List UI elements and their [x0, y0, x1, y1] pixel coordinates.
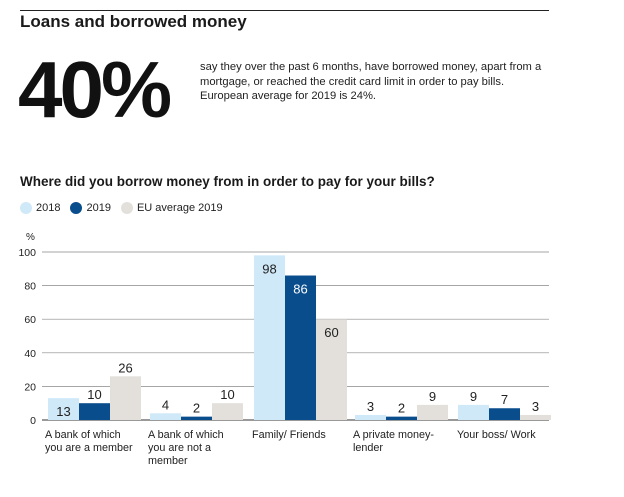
- data-label: 98: [262, 261, 276, 276]
- data-label: 7: [501, 392, 508, 407]
- legend-swatch-2019: [70, 202, 83, 214]
- x-tick-label: A bank of which you are not a member: [148, 429, 224, 467]
- bar-2019: [489, 408, 520, 420]
- legend-label-2018: 2018: [36, 202, 61, 214]
- data-label: 3: [367, 399, 374, 414]
- bar-eu-2019: [212, 403, 243, 420]
- bar-eu-2019: [110, 376, 141, 420]
- data-label: 10: [87, 387, 101, 402]
- y-tick-label: 20: [24, 381, 36, 393]
- legend-label-eu: EU average 2019: [136, 202, 223, 214]
- legend-swatch-eu: [120, 202, 133, 214]
- legend-item-eu: EU average 2019: [120, 202, 223, 214]
- bar-eu-2019: [316, 319, 347, 420]
- data-label: 9: [470, 389, 477, 404]
- data-label: 26: [118, 360, 132, 375]
- bar-2018: [48, 398, 79, 420]
- bar-2019: [79, 403, 110, 420]
- data-label: 86: [293, 282, 307, 297]
- legend-item-2019: 2019: [70, 202, 111, 214]
- y-tick-label: 80: [24, 281, 36, 293]
- legend-label-2019: 2019: [86, 202, 111, 214]
- x-tick-label: Your boss/ Work: [457, 429, 536, 441]
- section-title: Loans and borrowed money: [20, 12, 247, 31]
- data-label: 9: [429, 389, 436, 404]
- bar-2019: [285, 275, 316, 420]
- data-label: 13: [56, 404, 70, 419]
- x-tick-label: A bank of which you are a member: [45, 429, 133, 454]
- bar-eu-2019: [417, 404, 448, 420]
- chart-title: Where did you borrow money from in order…: [20, 174, 435, 189]
- top-divider: [20, 10, 549, 11]
- data-label: 2: [398, 401, 405, 416]
- bar-eu-2019: [520, 414, 551, 420]
- bar-2018: [458, 404, 489, 420]
- data-label: 3: [532, 399, 539, 414]
- headline-stat-description: say they over the past 6 months, have bo…: [200, 61, 542, 103]
- bar-2018: [355, 414, 386, 420]
- bar-2019: [386, 416, 417, 420]
- legend-swatch-2018: [20, 202, 32, 214]
- y-axis-unit-label: %: [26, 232, 35, 243]
- legend-item-2018: 2018: [20, 202, 60, 214]
- data-label: 10: [220, 387, 234, 402]
- headline-stat: 40%: [18, 45, 172, 134]
- y-tick-label: 100: [18, 247, 36, 259]
- x-tick-label: A private money- lender: [353, 429, 435, 454]
- chart-legend: 2018 2019 EU average 2019: [20, 202, 233, 214]
- data-label: 4: [162, 397, 169, 412]
- x-tick-label: Family/ Friends: [252, 429, 326, 441]
- data-label: 2: [193, 401, 200, 416]
- bar-2018: [150, 413, 181, 420]
- y-tick-label: 0: [30, 415, 36, 427]
- data-label: 60: [324, 325, 338, 340]
- y-tick-label: 60: [24, 314, 36, 326]
- bar-2019: [181, 416, 212, 420]
- y-tick-label: 40: [24, 348, 36, 360]
- bar-2018: [254, 255, 285, 420]
